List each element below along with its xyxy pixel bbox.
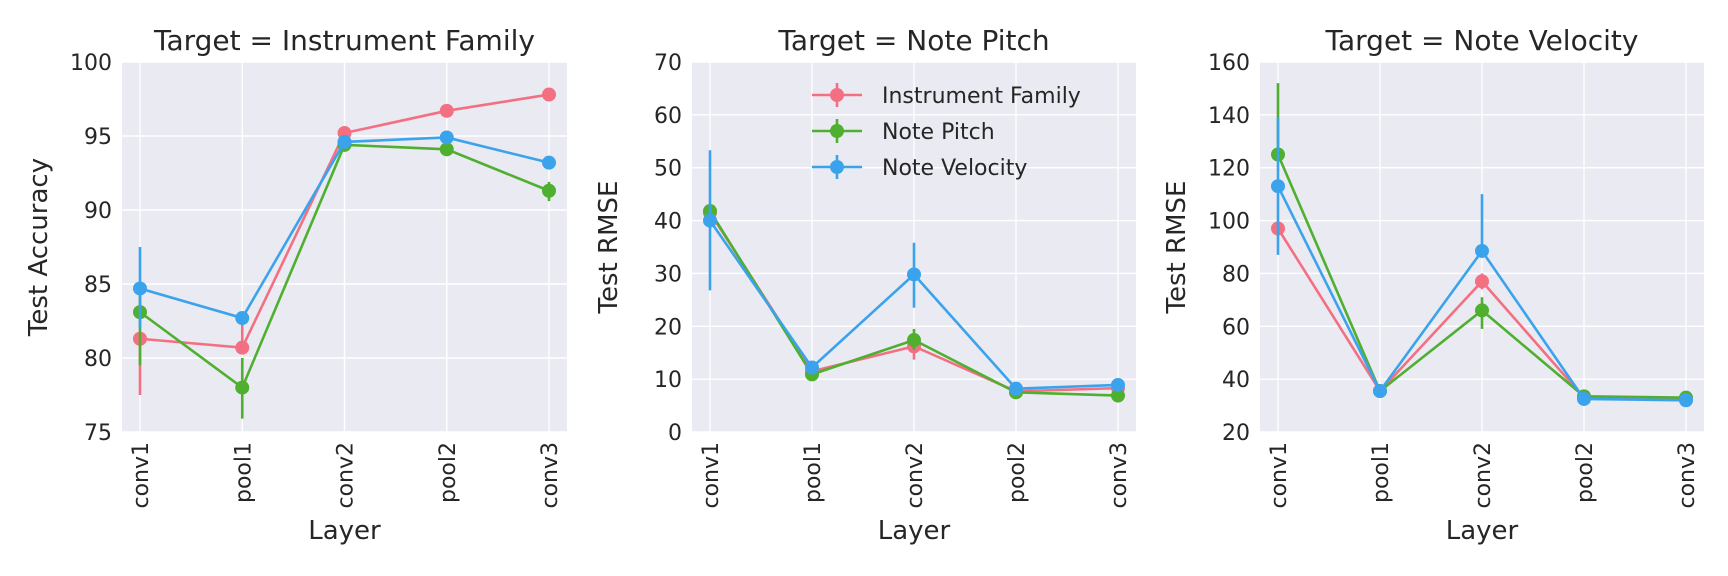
x-tick-label: conv2 — [1471, 442, 1496, 509]
x-tick-label: conv1 — [129, 442, 154, 509]
y-tick-label: 160 — [1208, 51, 1250, 76]
chart-title: Target = Note Velocity — [1325, 24, 1639, 57]
x-tick-label: conv1 — [1267, 442, 1292, 509]
chart-title: Target = Note Pitch — [777, 24, 1049, 57]
y-tick-label: 60 — [654, 104, 682, 129]
data-point — [907, 333, 921, 348]
chart-title: Target = Instrument Family — [153, 24, 535, 57]
y-tick-label: 20 — [1222, 421, 1250, 446]
y-tick-label: 10 — [654, 368, 682, 393]
y-tick-label: 140 — [1208, 104, 1250, 129]
y-tick-label: 80 — [84, 347, 112, 372]
legend-label: Note Pitch — [882, 120, 995, 145]
x-tick-label: conv3 — [538, 442, 563, 509]
series-note-velocity — [1271, 117, 1693, 408]
legend: Instrument Family Note Pitch Note Velocity — [812, 83, 1081, 181]
legend-marker — [830, 160, 844, 174]
y-axis-label: Test Accuracy — [24, 158, 54, 337]
x-tick-label: conv2 — [903, 442, 928, 509]
x-tick-label: pool1 — [1369, 442, 1394, 503]
y-tick-label: 85 — [84, 273, 112, 298]
data-point — [235, 340, 250, 355]
data-point — [1475, 243, 1489, 258]
data-point — [1577, 391, 1591, 406]
y-tick-label: 100 — [1208, 210, 1250, 235]
data-point — [542, 183, 556, 198]
y-tick-label: 70 — [654, 51, 682, 76]
data-point — [439, 103, 454, 118]
y-tick-label: 60 — [1222, 315, 1250, 340]
series-note-velocity — [133, 130, 556, 329]
y-tick-label: 30 — [654, 262, 682, 287]
data-point — [1009, 381, 1023, 396]
x-tick-label: conv3 — [1675, 442, 1700, 509]
data-point — [1475, 274, 1489, 289]
x-axis-label: Layer — [308, 516, 381, 546]
x-tick-label: pool1 — [231, 442, 256, 503]
x-tick-label: pool1 — [801, 442, 826, 503]
y-tick-label: 100 — [70, 51, 112, 76]
data-point — [1373, 384, 1387, 399]
x-tick-label: conv1 — [699, 442, 724, 509]
data-point — [337, 134, 352, 149]
data-point — [1111, 377, 1125, 392]
y-tick-label: 20 — [654, 315, 682, 340]
y-tick-label: 0 — [668, 421, 682, 446]
y-tick-label: 40 — [1222, 368, 1250, 393]
data-point — [1679, 393, 1693, 408]
x-tick-label: pool2 — [436, 442, 461, 503]
x-tick-label: pool2 — [1005, 442, 1030, 503]
legend-marker — [830, 124, 844, 138]
y-tick-label: 40 — [654, 210, 682, 235]
data-point — [235, 380, 250, 395]
y-tick-label: 90 — [84, 199, 112, 224]
data-point — [1111, 388, 1125, 403]
x-tick-label: conv3 — [1107, 442, 1132, 509]
chart-panel-3: 20 40 60 80 100 120 140 160 conv1 pool1 conv2 pool2… — [1162, 24, 1704, 546]
data-point — [133, 281, 147, 296]
data-point — [1475, 303, 1489, 318]
x-axis-label: Layer — [1446, 516, 1519, 546]
y-axis-label: Test RMSE — [1162, 181, 1192, 315]
chart-panel-1: 75 80 85 90 95 100 conv1 pool1 conv2 pool2 conv3 Ta… — [24, 24, 567, 546]
x-tick-label: conv2 — [334, 442, 359, 509]
data-point — [235, 311, 250, 326]
data-point — [805, 360, 819, 375]
x-axis-label: Layer — [878, 516, 951, 546]
x-tick-label: pool2 — [1573, 442, 1598, 503]
y-tick-label: 50 — [654, 157, 682, 182]
legend-label: Instrument Family — [882, 84, 1081, 109]
y-tick-label: 75 — [84, 421, 112, 446]
data-point — [542, 87, 556, 102]
legend-label: Note Velocity — [882, 156, 1027, 181]
data-point — [703, 213, 717, 228]
y-tick-label: 80 — [1222, 262, 1250, 287]
y-tick-label: 95 — [84, 125, 112, 150]
data-point — [907, 267, 921, 282]
data-point — [1271, 179, 1285, 194]
data-point — [439, 142, 454, 157]
series-note-velocity — [703, 150, 1125, 396]
chart-panel-2: 0 10 20 30 40 50 60 70 conv1 pool1 conv2 pool2 conv3… — [594, 24, 1136, 546]
y-axis-label: Test RMSE — [594, 181, 624, 315]
legend-marker — [830, 88, 844, 102]
data-point — [439, 130, 454, 145]
y-tick-label: 120 — [1208, 157, 1250, 182]
data-point — [542, 155, 556, 170]
